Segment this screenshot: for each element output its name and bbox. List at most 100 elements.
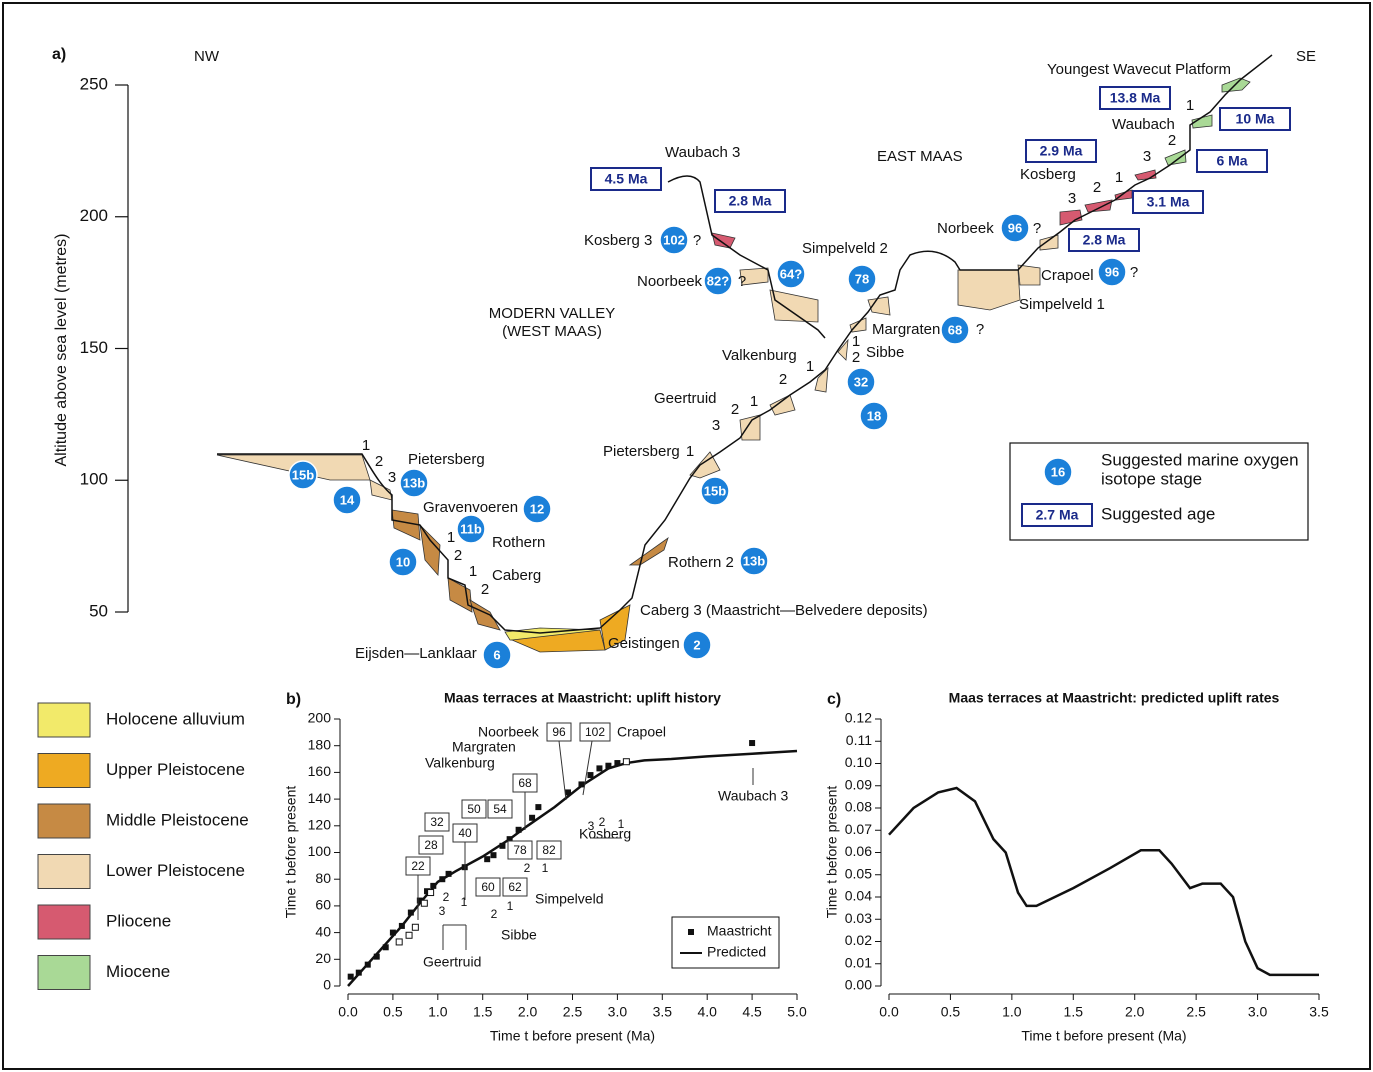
- key-text: Suggested marine oxygen: [1101, 450, 1299, 469]
- chart-title: Maas terraces at Maastricht: uplift hist…: [444, 690, 721, 706]
- terrace-deposit: [815, 368, 828, 392]
- annotation: 2: [491, 907, 498, 921]
- terrace-deposit: [770, 290, 818, 322]
- terrace-deposit: [690, 452, 720, 478]
- y-axis-label: Time t before present: [824, 786, 840, 919]
- y-axis-label: Time t before present: [283, 786, 299, 919]
- terrace-label: 1: [1115, 169, 1123, 186]
- x-axis-label: Time t before present (Ma): [1021, 1028, 1186, 1044]
- annotation: 1: [618, 817, 625, 831]
- terrace-label: NW: [194, 48, 220, 65]
- legend-label: Miocene: [106, 962, 170, 981]
- terrace-label: 2: [454, 547, 462, 564]
- key-text: isotope stage: [1101, 469, 1202, 488]
- annotation: Crapoel: [617, 724, 666, 740]
- data-point: [484, 856, 490, 862]
- terrace-label: Crapoel: [1041, 267, 1094, 284]
- terrace-label: ?: [976, 321, 984, 338]
- terrace-label: EAST MAAS: [877, 148, 963, 165]
- predicted-point: [412, 924, 418, 930]
- y-tick-label: 0.03: [845, 910, 872, 926]
- y-tick-label: 0.05: [845, 865, 872, 881]
- terrace-label: ?: [1130, 264, 1138, 281]
- suggested-age: 4.5 Ma: [605, 171, 648, 187]
- x-tick-label: 1.0: [428, 1004, 448, 1020]
- x-tick-label: 0.5: [941, 1004, 961, 1020]
- y-tick-label: 0.09: [845, 776, 872, 792]
- chart-title: Maas terraces at Maastricht: predicted u…: [949, 690, 1280, 706]
- x-tick-label: 2.5: [563, 1004, 583, 1020]
- y-tick-label: 120: [308, 817, 332, 833]
- terrace-label: 1: [1186, 97, 1194, 114]
- y-tick-label: 0.10: [845, 754, 872, 770]
- legend-swatch: [38, 804, 90, 838]
- terrace-label: Youngest Wavecut Platform: [1047, 61, 1231, 78]
- y-tick-label: 250: [80, 74, 108, 93]
- annotation: Simpelveld: [535, 891, 603, 907]
- stage-box-label: 22: [411, 859, 425, 873]
- legend-swatch: [38, 956, 90, 990]
- terrace-deposit: [740, 415, 760, 440]
- frame: [3, 3, 1370, 1069]
- terrace-label: 2: [481, 581, 489, 598]
- suggested-age: 10 Ma: [1236, 111, 1275, 127]
- terrace-deposit: [1040, 235, 1058, 250]
- y-tick-label: 160: [308, 763, 332, 779]
- terrace-label: ?: [738, 273, 746, 290]
- annotation: Geertruid: [423, 954, 481, 970]
- terrace-label: Sibbe: [866, 344, 904, 361]
- terrace-label: 1: [469, 563, 477, 580]
- annotation: 2: [443, 890, 450, 904]
- y-tick-label: 200: [80, 206, 108, 225]
- y-tick-label: 0.07: [845, 821, 872, 837]
- annotation: 2: [599, 815, 606, 829]
- terrace-label: 1: [852, 333, 860, 350]
- key-age: 2.7 Ma: [1036, 507, 1079, 523]
- isotope-stage: 13b: [403, 475, 425, 490]
- y-tick-label: 0.00: [845, 977, 872, 993]
- y-tick-label: 0.02: [845, 932, 872, 948]
- annotation: 3: [588, 819, 595, 833]
- isotope-stage: 96: [1008, 220, 1022, 235]
- terrace-deposit: [770, 395, 795, 415]
- terrace-label: 3: [1143, 148, 1151, 165]
- stage-box-label: 62: [508, 880, 522, 894]
- annotation: Valkenburg: [425, 755, 495, 771]
- annotation: 2: [524, 861, 531, 875]
- legend-label: Upper Pleistocene: [106, 760, 245, 779]
- terrace-label: 3: [1068, 190, 1076, 207]
- terrace-label: 1: [447, 529, 455, 546]
- annotation: Margraten: [452, 739, 516, 755]
- terrace-label: 1: [806, 358, 814, 375]
- legend-label: Maastricht: [707, 923, 772, 939]
- terrace-label: Waubach: [1112, 116, 1175, 133]
- x-tick-label: 4.0: [697, 1004, 717, 1020]
- suggested-age: 2.8 Ma: [729, 193, 772, 209]
- stage-box-label: 32: [430, 815, 444, 829]
- series-line: [889, 788, 1319, 975]
- terrace-label: Margraten: [872, 321, 940, 338]
- terrace-label: 1: [750, 393, 758, 410]
- isotope-stage: 82?: [707, 273, 729, 288]
- y-axis-label: Altitude above sea level (metres): [53, 234, 70, 467]
- x-tick-label: 2.5: [1186, 1004, 1206, 1020]
- x-tick-label: 2.0: [1125, 1004, 1145, 1020]
- terrace-deposit: [712, 233, 735, 248]
- panel-label: a): [52, 46, 66, 63]
- stage-box-label: 96: [552, 725, 566, 739]
- x-tick-label: 3.5: [1309, 1004, 1329, 1020]
- stage-box-label: 54: [493, 802, 507, 816]
- terrace-label: (WEST MAAS): [502, 323, 602, 340]
- legend-swatch: [38, 703, 90, 737]
- terrace-label: Rothern: [492, 534, 545, 551]
- terrace-label: Kosberg 3: [584, 232, 652, 249]
- terrace-deposit: [470, 600, 500, 630]
- terrace-profile: [217, 55, 1272, 633]
- legend-marker: [688, 929, 694, 935]
- terrace-label: Norbeek: [937, 220, 994, 237]
- isotope-stage: 32: [854, 374, 868, 389]
- isotope-stage: 15b: [292, 467, 314, 482]
- terrace-label: Simpelveld 1: [1019, 296, 1105, 313]
- y-tick-label: 50: [89, 601, 108, 620]
- terrace-label: 2: [1093, 179, 1101, 196]
